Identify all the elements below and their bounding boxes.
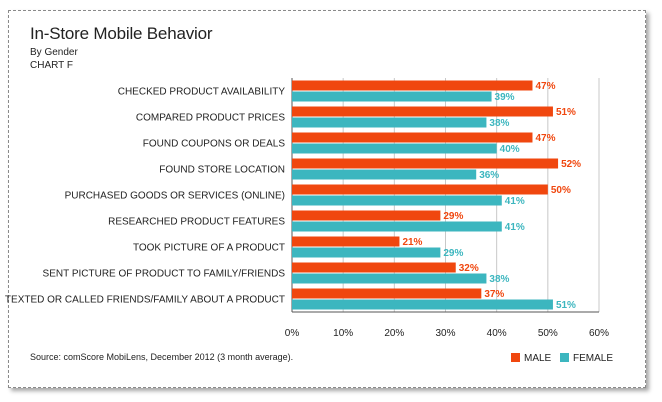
data-label: 36% bbox=[479, 170, 499, 181]
bar-male bbox=[292, 262, 456, 273]
x-tick-label: 40% bbox=[487, 328, 507, 339]
bar-female bbox=[292, 299, 553, 310]
bar-male bbox=[292, 158, 559, 169]
x-tick-label: 60% bbox=[589, 328, 609, 339]
data-label: 21% bbox=[402, 237, 422, 248]
data-label: 40% bbox=[500, 144, 520, 155]
data-label: 38% bbox=[489, 118, 509, 129]
x-tick-label: 30% bbox=[435, 328, 455, 339]
bar-female bbox=[292, 91, 492, 102]
bar-male bbox=[292, 184, 548, 195]
chart-label: CHART F bbox=[30, 60, 73, 71]
data-label: 39% bbox=[495, 92, 515, 103]
bar-male bbox=[292, 80, 533, 91]
data-label: 29% bbox=[443, 248, 463, 259]
category-label: FOUND STORE LOCATION bbox=[159, 165, 285, 176]
bar-female bbox=[292, 117, 487, 128]
data-label: 47% bbox=[535, 133, 555, 144]
legend-label-female: FEMALE bbox=[573, 353, 613, 364]
data-label: 32% bbox=[459, 263, 479, 274]
bar-male bbox=[292, 106, 553, 117]
category-label: COMPARED PRODUCT PRICES bbox=[136, 113, 285, 124]
legend-swatch-male bbox=[511, 353, 520, 362]
legend-swatch-female bbox=[560, 353, 569, 362]
category-label: FOUND COUPONS OR DEALS bbox=[143, 139, 286, 150]
category-label: PURCHASED GOODS OR SERVICES (ONLINE) bbox=[65, 191, 285, 202]
bar-male bbox=[292, 210, 441, 221]
bar-female bbox=[292, 273, 487, 284]
data-label: 29% bbox=[443, 211, 463, 222]
bar-female bbox=[292, 221, 502, 232]
data-label: 51% bbox=[556, 107, 576, 118]
bar-male bbox=[292, 288, 482, 299]
chart-title: In-Store Mobile Behavior bbox=[30, 24, 213, 43]
category-label: SENT PICTURE OF PRODUCT TO FAMILY/FRIEND… bbox=[43, 269, 286, 280]
data-label: 37% bbox=[484, 289, 504, 300]
data-label: 47% bbox=[535, 81, 555, 92]
chart-source: Source: comScore MobiLens, December 2012… bbox=[30, 352, 294, 362]
data-label: 51% bbox=[556, 300, 576, 311]
category-label: CHECKED PRODUCT AVAILABILITY bbox=[118, 87, 286, 98]
x-tick-label: 10% bbox=[333, 328, 353, 339]
data-label: 38% bbox=[489, 274, 509, 285]
data-label: 50% bbox=[551, 185, 571, 196]
x-tick-label: 50% bbox=[538, 328, 558, 339]
bar-female bbox=[292, 195, 502, 206]
bar-male bbox=[292, 132, 533, 143]
data-label: 41% bbox=[505, 222, 525, 233]
chart-subtitle: By Gender bbox=[30, 47, 78, 58]
x-tick-label: 0% bbox=[285, 328, 300, 339]
category-label: TOOK PICTURE OF A PRODUCT bbox=[133, 243, 285, 254]
bar-male bbox=[292, 236, 400, 247]
data-label: 52% bbox=[561, 159, 581, 170]
bar-female bbox=[292, 169, 477, 180]
bar-female bbox=[292, 247, 441, 258]
x-tick-label: 20% bbox=[384, 328, 404, 339]
legend-label-male: MALE bbox=[524, 353, 552, 364]
data-label: 41% bbox=[505, 196, 525, 207]
bar-female bbox=[292, 143, 497, 154]
category-label: RESEARCHED PRODUCT FEATURES bbox=[108, 217, 285, 228]
category-label: TEXTED OR CALLED FRIENDS/FAMILY ABOUT A … bbox=[5, 295, 285, 306]
